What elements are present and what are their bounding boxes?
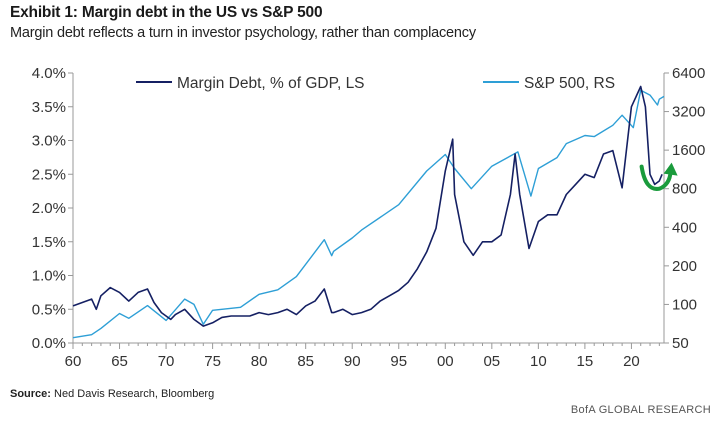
turn-arrow-head-icon xyxy=(663,162,678,176)
source-note: Source: Ned Davis Research, Bloomberg xyxy=(10,388,214,400)
chart-title: Exhibit 1: Margin debt in the US vs S&P … xyxy=(10,4,323,21)
right-tick-label: 3200 xyxy=(672,104,705,121)
x-tick-label: 75 xyxy=(204,353,221,370)
x-tick-label: 65 xyxy=(111,353,128,370)
left-tick-label: 4.0% xyxy=(32,65,66,82)
left-tick-label: 2.5% xyxy=(32,166,66,183)
right-tick-label: 50 xyxy=(672,335,689,352)
axes: 0.0% 0.5% 1.0% 1.5% 2.0% 2.5% 3.0% 3.5% 4.0% 50 10… xyxy=(32,65,706,370)
turn-arrow-icon xyxy=(639,164,673,191)
x-tick-label: 00 xyxy=(437,353,454,370)
left-tick-label: 0.5% xyxy=(32,301,66,318)
left-tick-label: 2.0% xyxy=(32,200,66,217)
left-tick-label: 3.0% xyxy=(32,133,66,150)
series-layer xyxy=(72,85,665,339)
source-text: Ned Davis Research, Bloomberg xyxy=(54,388,215,400)
right-tick-label: 800 xyxy=(672,181,697,198)
legend-label-margin-debt: Margin Debt, % of GDP, LS xyxy=(177,75,365,92)
brand-label: BofA GLOBAL RESEARCH xyxy=(570,404,711,416)
x-tick-label: 05 xyxy=(483,353,500,370)
x-tick-label: 80 xyxy=(251,353,268,370)
x-tick-label: 95 xyxy=(390,353,407,370)
left-tick-label: 0.0% xyxy=(32,335,66,352)
annotation xyxy=(639,162,678,191)
legend-label-sp500: S&P 500, RS xyxy=(524,75,615,92)
x-tick-label: 85 xyxy=(297,353,314,370)
right-tick-label: 1600 xyxy=(672,142,705,159)
x-tick-label: 70 xyxy=(158,353,175,370)
series-sp500-line xyxy=(72,89,665,339)
right-tick-label: 6400 xyxy=(672,65,705,82)
left-tick-label: 1.0% xyxy=(32,268,66,285)
left-tick-label: 1.5% xyxy=(32,234,66,251)
series-margin-debt-line xyxy=(72,85,663,327)
chart-subtitle: Margin debt reflects a turn in investor … xyxy=(10,25,476,41)
x-tick-label: 60 xyxy=(65,353,82,370)
x-tick-label: 20 xyxy=(623,353,640,370)
right-tick-label: 400 xyxy=(672,219,697,236)
legend: Margin Debt, % of GDP, LS S&P 500, RS xyxy=(136,75,615,92)
right-tick-label: 200 xyxy=(672,258,697,275)
left-tick-label: 3.5% xyxy=(32,99,66,116)
x-tick-label: 90 xyxy=(344,353,361,370)
x-tick-label: 15 xyxy=(577,353,594,370)
source-label: Source: xyxy=(10,388,51,400)
x-tick-label: 10 xyxy=(530,353,547,370)
right-tick-label: 100 xyxy=(672,296,697,313)
